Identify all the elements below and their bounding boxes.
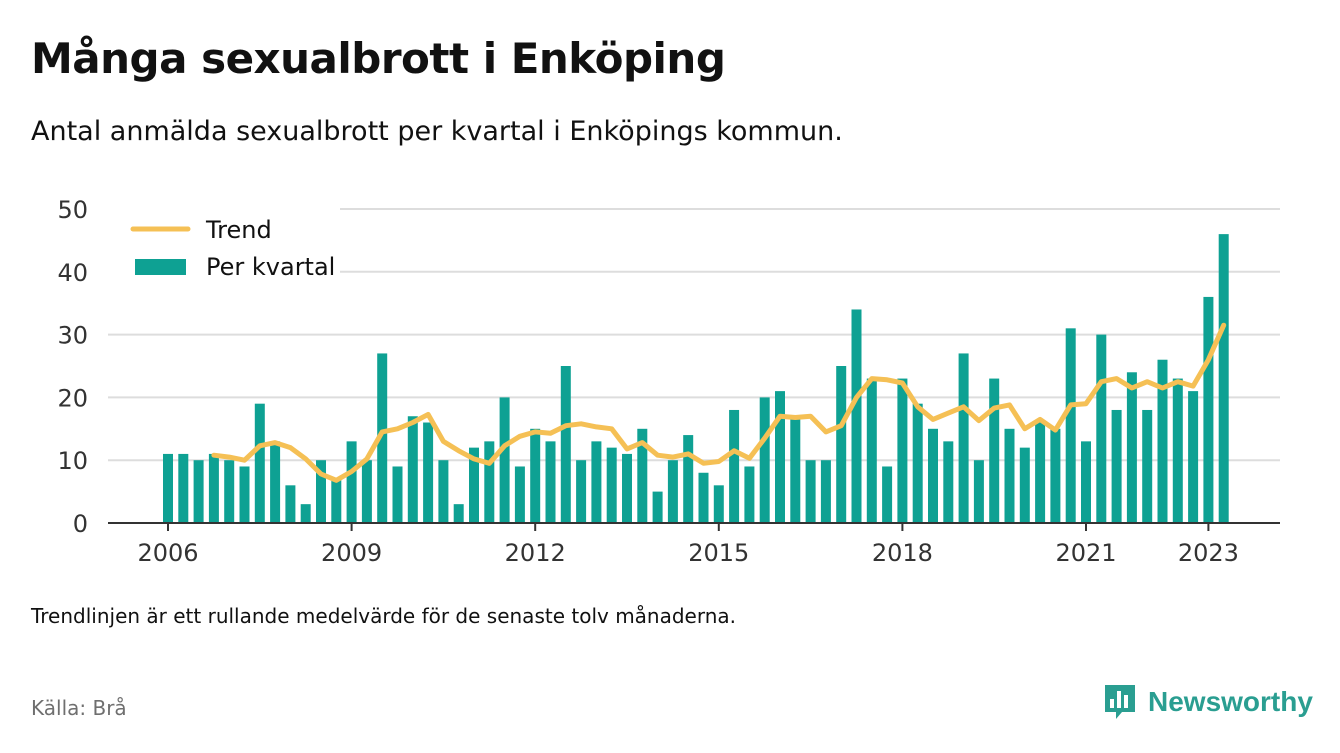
y-tick-label: 20 [57, 384, 88, 412]
bar [866, 378, 877, 523]
bar [637, 428, 648, 523]
x-tick-label: 2012 [505, 539, 566, 567]
y-tick-label: 30 [57, 322, 88, 350]
bar [1218, 234, 1229, 523]
legend-bar-swatch [135, 259, 186, 275]
bar [882, 466, 893, 523]
bar [316, 460, 326, 523]
bar [453, 504, 464, 523]
bar [514, 466, 525, 523]
bar [224, 460, 235, 523]
y-tick-label: 10 [57, 447, 88, 475]
bar [775, 391, 785, 523]
chart-subtitle: Antal anmälda sexualbrott per kvartal i … [31, 116, 843, 147]
bar [820, 460, 831, 523]
trend-note: Trendlinjen är ett rullande medelvärde f… [31, 604, 737, 628]
bar [652, 491, 663, 523]
brand-name: Newsworthy [1148, 686, 1313, 717]
bar [1142, 409, 1153, 523]
bar [1035, 422, 1046, 523]
bar [300, 504, 311, 523]
bar [239, 466, 250, 523]
bar [178, 453, 189, 523]
bar [1111, 409, 1122, 523]
x-tick-label: 2023 [1178, 539, 1239, 567]
bar [606, 447, 617, 523]
bar [943, 441, 954, 523]
x-tick-label: 2021 [1055, 539, 1116, 567]
bar [729, 409, 740, 523]
x-tick-label: 2015 [688, 539, 749, 567]
bar [851, 309, 862, 523]
bar [836, 366, 847, 523]
bar [744, 466, 755, 523]
bar [285, 485, 296, 523]
bar [713, 485, 724, 523]
trend-line [211, 322, 1227, 483]
bar [683, 435, 694, 523]
y-tick-label: 50 [57, 196, 88, 224]
bar [1203, 296, 1214, 523]
bar [897, 378, 908, 523]
bar-layer [163, 234, 1229, 523]
bar [622, 453, 632, 523]
bar [193, 460, 204, 523]
bar [407, 416, 418, 523]
bar [1065, 328, 1076, 523]
legend-trend-label: Trend [205, 216, 272, 244]
bar [438, 460, 449, 523]
y-tick-label: 0 [73, 510, 88, 538]
bar [1081, 441, 1091, 523]
bar [208, 453, 219, 523]
bar [958, 353, 969, 523]
bar [1004, 428, 1015, 523]
x-tick-label: 2018 [872, 539, 933, 567]
bar [912, 403, 923, 523]
bar [667, 460, 678, 523]
bar [530, 428, 541, 523]
bar [361, 460, 372, 523]
bar [698, 472, 709, 523]
bar [790, 416, 801, 523]
chart-title: Många sexualbrott i Enköping [31, 34, 726, 83]
bar [331, 479, 342, 523]
bar [576, 460, 587, 523]
bar [805, 460, 816, 523]
bar [484, 441, 495, 523]
legend-bar-label: Per kvartal [206, 253, 335, 281]
source-label: Källa: Brå [31, 696, 127, 720]
bar [560, 366, 571, 523]
bar [973, 460, 984, 523]
bar [1188, 391, 1199, 523]
bar [1050, 428, 1061, 523]
bar [469, 447, 479, 523]
bar [1172, 378, 1183, 523]
bar [423, 422, 434, 523]
bar [346, 441, 357, 523]
line-layer [211, 322, 1227, 483]
x-tick-label: 2006 [137, 539, 198, 567]
axis-layer: 2006 2009 2012 2015 2018 2021 2023 [108, 522, 1280, 567]
y-tick-label: 40 [57, 259, 88, 287]
bar [499, 397, 510, 523]
brand-logo[interactable]: Newsworthy [1102, 682, 1313, 722]
bar [928, 428, 938, 523]
bar [163, 453, 173, 523]
chart: 0 10 20 30 40 50 2006 2009 2012 2015 2018 2021 2023… [57, 196, 1280, 567]
bar [989, 378, 1000, 523]
bar [545, 441, 556, 523]
bar [1096, 334, 1107, 523]
x-tick-label: 2009 [321, 539, 382, 567]
bar [1157, 359, 1168, 523]
bar [377, 353, 388, 523]
bar [1019, 447, 1030, 523]
bar [591, 441, 602, 523]
legend: Trend Per kvartal [104, 206, 340, 288]
bar-chart-speech-bubble-icon [1105, 685, 1135, 719]
bar [759, 397, 770, 523]
bar [254, 403, 265, 523]
bar [392, 466, 403, 523]
bar [1126, 372, 1137, 523]
bar [270, 441, 281, 523]
